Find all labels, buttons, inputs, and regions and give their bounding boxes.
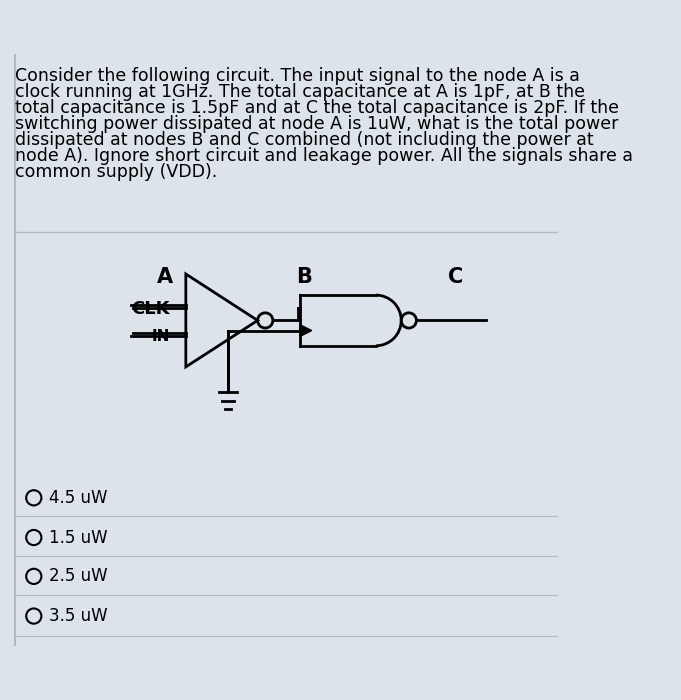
Text: IN: IN [152,329,170,344]
Text: clock running at 1GHz. The total capacitance at A is 1pF, at B the: clock running at 1GHz. The total capacit… [15,83,585,101]
Text: 3.5 uW: 3.5 uW [49,607,108,625]
Text: CLK: CLK [131,300,170,318]
Text: Consider the following circuit. The input signal to the node A is a: Consider the following circuit. The inpu… [15,67,580,85]
Text: C: C [449,267,464,287]
Text: 4.5 uW: 4.5 uW [49,489,108,507]
Text: 2.5 uW: 2.5 uW [49,568,108,585]
Polygon shape [300,325,312,337]
Text: B: B [296,267,312,287]
Text: switching power dissipated at node A is 1uW, what is the total power: switching power dissipated at node A is … [15,116,618,133]
Text: node A). Ignore short circuit and leakage power. All the signals share a: node A). Ignore short circuit and leakag… [15,147,633,165]
Text: 1.5 uW: 1.5 uW [49,528,108,547]
Text: total capacitance is 1.5pF and at C the total capacitance is 2pF. If the: total capacitance is 1.5pF and at C the … [15,99,619,117]
Text: A: A [157,267,173,287]
Text: common supply (VDD).: common supply (VDD). [15,163,217,181]
Text: dissipated at nodes B and C combined (not including the power at: dissipated at nodes B and C combined (no… [15,131,594,149]
